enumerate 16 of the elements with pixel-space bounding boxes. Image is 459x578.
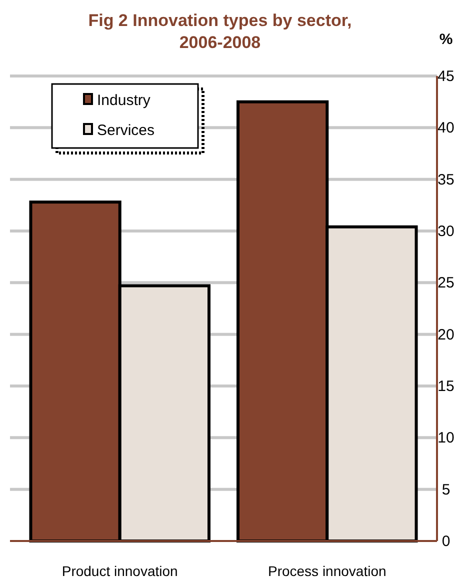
y-tick-label: 30 [438, 223, 454, 240]
y-tick-label: 5 [442, 481, 450, 498]
chart-title: Fig 2 Innovation types by sector, 2006-2008 [88, 11, 352, 52]
y-tick-label: 40 [438, 120, 454, 137]
y-tick-label: 10 [438, 430, 454, 447]
x-tick-label: Product innovation [62, 563, 178, 578]
y-tick-label: 25 [438, 274, 454, 292]
legend-label: Services [97, 122, 155, 139]
y-tick-label: 35 [438, 171, 454, 188]
y-tick-label: 15 [438, 378, 454, 395]
legend-label: Industry [97, 92, 151, 109]
x-tick-label: Process innovation [268, 563, 386, 578]
y-tick-label: 20 [438, 326, 454, 344]
y-axis-title: % [439, 31, 453, 48]
y-tick-label: 45 [438, 68, 454, 85]
y-tick-label: 0 [442, 533, 450, 550]
